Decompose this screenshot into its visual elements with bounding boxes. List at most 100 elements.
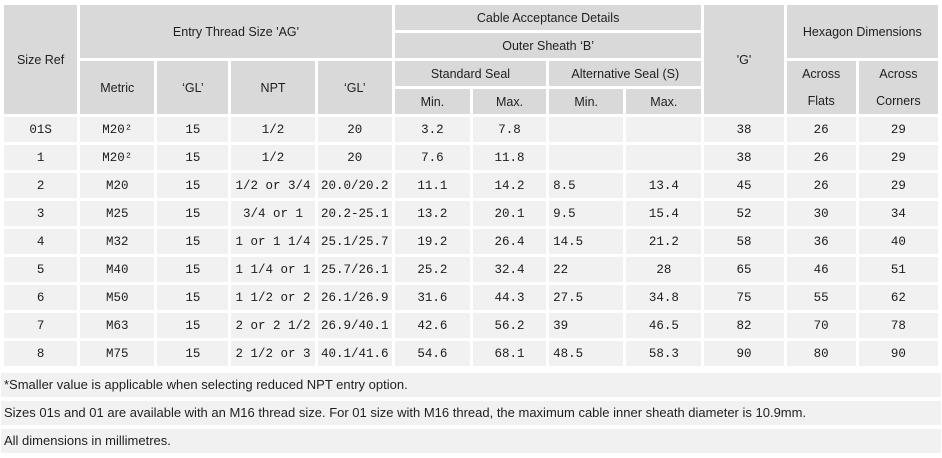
- table-cell: 7.6: [394, 145, 470, 170]
- table-cell: 1 1/4 or 1: [231, 257, 315, 282]
- table-cell: 46: [786, 257, 856, 282]
- table-cell: 90: [858, 341, 938, 366]
- table-cell: 13.4: [626, 173, 702, 198]
- table-cell: 44.3: [472, 285, 547, 310]
- table-cell: 29: [858, 145, 938, 170]
- group-header-cable-acceptance: Cable Acceptance Details: [394, 5, 702, 30]
- table-cell: 2 or 2 1/2: [231, 313, 315, 338]
- table-cell: 26: [786, 117, 856, 142]
- table-cell: 5: [4, 257, 78, 282]
- table-cell: 19.2: [394, 229, 470, 254]
- table-cell: 15: [157, 229, 229, 254]
- table-cell: 56.2: [472, 313, 547, 338]
- col-header-standard-max: Max.: [472, 89, 547, 114]
- group-header-entry-thread-size: Entry Thread Size 'AG': [80, 5, 392, 58]
- table-cell: 26.9/40.1: [317, 313, 392, 338]
- table-cell: 20.2-25.1: [317, 201, 392, 226]
- table-cell: 15: [157, 145, 229, 170]
- table-cell: 15: [157, 117, 229, 142]
- group-header-outer-sheath: Outer Sheath ‘B’: [394, 33, 702, 58]
- table-cell: 1/2: [231, 117, 315, 142]
- table-cell: 14.2: [472, 173, 547, 198]
- table-cell: 3/4 or 1: [231, 201, 315, 226]
- table-cell: 15: [157, 313, 229, 338]
- table-cell: 32.4: [472, 257, 547, 282]
- table-row: 7 M63 15 2 or 2 1/2 26.9/40.1 42.6 56.2 39 46.5 8…: [4, 313, 938, 338]
- table-cell: M50: [80, 285, 155, 310]
- table-cell: 3.2: [394, 117, 470, 142]
- table-row: 2 M20 15 1/2 or 3/4 20.0/20.2 11.1 14.2 8.5 13.4…: [4, 173, 938, 198]
- table-cell: 1/2: [231, 145, 315, 170]
- col-header-npt: NPT: [231, 61, 315, 114]
- table-cell: 40.1/41.6: [317, 341, 392, 366]
- table-cell: 48.5: [549, 341, 624, 366]
- across-corners-line-2: Corners: [876, 93, 921, 108]
- col-header-gl-npt: ‘GL’: [317, 61, 392, 114]
- across-flats-line-2: Flats: [807, 93, 835, 108]
- table-cell: 15: [157, 257, 229, 282]
- col-header-g: 'G': [704, 5, 784, 114]
- table-cell: 65: [704, 257, 784, 282]
- table-cell: 01S: [4, 117, 78, 142]
- table-cell: 22: [549, 257, 624, 282]
- table-cell: 3: [4, 201, 78, 226]
- table-cell: 28: [626, 257, 702, 282]
- table-cell: M20²: [80, 117, 155, 142]
- header-row-1: Size Ref Entry Thread Size 'AG' Cable Ac…: [4, 5, 938, 114]
- table-cell: 15: [157, 201, 229, 226]
- table-cell: 4: [4, 229, 78, 254]
- table-cell: 13.2: [394, 201, 470, 226]
- table-cell: 70: [786, 313, 856, 338]
- table-cell: 7.8: [472, 117, 547, 142]
- table-cell: 38: [704, 117, 784, 142]
- table-cell: 25.2: [394, 257, 470, 282]
- table-cell: 25.1/25.7: [317, 229, 392, 254]
- table-cell: 42.6: [394, 313, 470, 338]
- cable-gland-dimensions-table: Size Ref Entry Thread Size 'AG' Cable Ac…: [1, 2, 941, 369]
- across-corners-line-1: Across: [879, 67, 918, 82]
- table-cell: 39: [549, 313, 624, 338]
- col-header-across-corners: Across Corners: [858, 61, 938, 114]
- table-header: Size Ref Entry Thread Size 'AG' Cable Ac…: [4, 5, 938, 114]
- table-cell: 11.1: [394, 173, 470, 198]
- table-cell: 15: [157, 285, 229, 310]
- table-cell: 45: [704, 173, 784, 198]
- table-cell: M32: [80, 229, 155, 254]
- table-cell: M20: [80, 173, 155, 198]
- table-cell: M63: [80, 313, 155, 338]
- table-cell: 29: [858, 173, 938, 198]
- table-row: 5 M40 15 1 1/4 or 1 25.7/26.1 25.2 32.4 22 28 65 4…: [4, 257, 938, 282]
- footnote-units: All dimensions in millimetres.: [1, 429, 941, 453]
- table-cell: 1: [4, 145, 78, 170]
- table-cell: 26: [786, 145, 856, 170]
- col-header-gl-metric: ‘GL’: [157, 61, 229, 114]
- table-cell: 26.4: [472, 229, 547, 254]
- table-cell: 21.2: [626, 229, 702, 254]
- col-header-across-flats: Across Flats: [786, 61, 856, 114]
- table-cell: 36: [786, 229, 856, 254]
- table-cell: M20²: [80, 145, 155, 170]
- table-cell: M40: [80, 257, 155, 282]
- table-cell: 8: [4, 341, 78, 366]
- table-cell: 1/2 or 3/4: [231, 173, 315, 198]
- table-cell: 75: [704, 285, 784, 310]
- table-cell: M75: [80, 341, 155, 366]
- table-cell: 7: [4, 313, 78, 338]
- col-header-metric: Metric: [80, 61, 155, 114]
- table-cell: 54.6: [394, 341, 470, 366]
- table-cell: [549, 145, 624, 170]
- table-cell: M25: [80, 201, 155, 226]
- col-header-size-ref: Size Ref: [4, 5, 78, 114]
- table-cell: 68.1: [472, 341, 547, 366]
- table-cell: 34.8: [626, 285, 702, 310]
- table-cell: 9.5: [549, 201, 624, 226]
- table-cell: 2: [4, 173, 78, 198]
- table-cell: 62: [858, 285, 938, 310]
- group-header-hexagon-dimensions: Hexagon Dimensions: [786, 5, 938, 58]
- table-cell: [549, 117, 624, 142]
- col-header-standard-min: Min.: [394, 89, 470, 114]
- col-header-alternative-max: Max.: [626, 89, 702, 114]
- table-cell: [626, 117, 702, 142]
- table-row: 3 M25 15 3/4 or 1 20.2-25.1 13.2 20.1 9.5 15.4 52…: [4, 201, 938, 226]
